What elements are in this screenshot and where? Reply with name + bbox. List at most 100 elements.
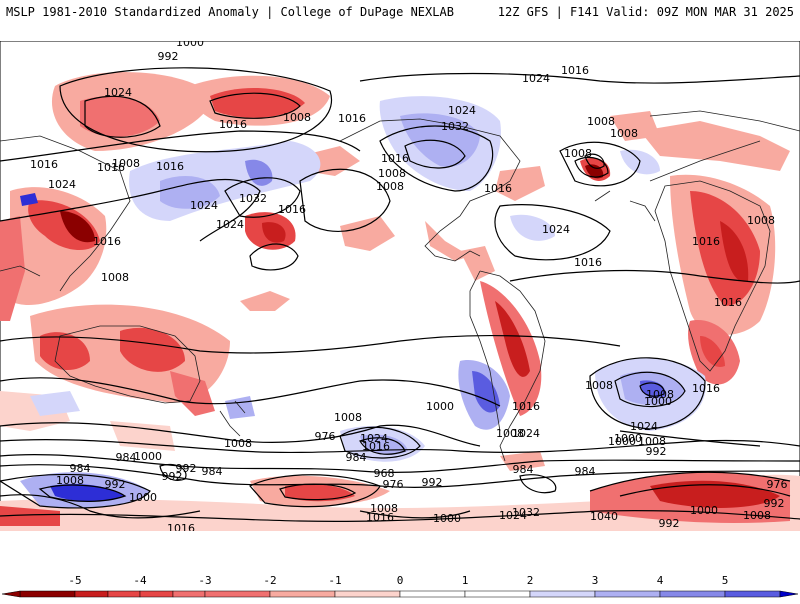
colorbar-cells <box>1 590 799 598</box>
colorbar-cell <box>594 590 661 598</box>
isobar-label: 1024 <box>360 432 388 445</box>
isobar-label: 992 <box>105 478 126 491</box>
isobar-label: 984 <box>202 465 223 478</box>
colorbar-tick-label: -4 <box>133 574 147 587</box>
model-valid-time: 12Z GFS | F141 Valid: 09Z MON MAR 31 202… <box>497 5 794 19</box>
colorbar-tick-label: 2 <box>527 574 534 587</box>
colorbar-cell <box>269 590 336 598</box>
isobar-label: 1024 <box>542 223 570 236</box>
isobar-label: 1016 <box>219 118 247 131</box>
colorbar-cell <box>529 590 596 598</box>
isobar-label: 1008 <box>224 437 252 450</box>
anomaly-map: 1008100099210241016100810161024103210161… <box>0 41 800 531</box>
colorbar-cell <box>74 590 109 598</box>
isobar-label: 1008 <box>564 147 592 160</box>
isobar-label: 1008 <box>638 435 666 448</box>
isobar-label: 1008 <box>370 502 398 515</box>
colorbar-low-extend <box>1 590 21 598</box>
colorbar-cell <box>464 590 531 598</box>
isobar-label: 992 <box>659 517 680 530</box>
isobar-label: 1016 <box>692 382 720 395</box>
isobar-label: 992 <box>176 462 197 475</box>
isobar-label: 1000 <box>690 504 718 517</box>
isobar-label: 1000 <box>426 400 454 413</box>
map-title: MSLP 1981-2010 Standardized Anomaly | Co… <box>6 5 454 19</box>
isobar-label: 1016 <box>156 160 184 173</box>
isobar-label: 1000 <box>433 512 461 525</box>
isobar-label: 1024 <box>48 178 76 191</box>
isobar-label: 1016 <box>714 296 742 309</box>
isobar-label: 1016 <box>512 400 540 413</box>
isobar-label: 1016 <box>97 161 125 174</box>
isobar-label: 1008 <box>56 474 84 487</box>
isobar-label: 1000 <box>134 450 162 463</box>
colorbar-cell <box>399 590 466 598</box>
isobar-label: 1016 <box>167 522 195 531</box>
isobar-label: 968 <box>374 467 395 480</box>
isobar-label: 992 <box>422 476 443 489</box>
isobar-label: 1008 <box>496 427 524 440</box>
isobar-label: 1016 <box>561 64 589 77</box>
isobar-label: 1016 <box>366 511 394 524</box>
isobar-label: 992 <box>646 445 667 458</box>
isobar-label-layer: 1008100099210241016100810161024103210161… <box>30 41 788 531</box>
colorbar-cell <box>19 590 76 598</box>
isobar-label: 984 <box>513 463 534 476</box>
isobar-label: 992 <box>158 50 179 63</box>
isobar-label: 1040 <box>590 510 618 523</box>
isobar-label: 976 <box>767 478 788 491</box>
isobar-label: 1016 <box>484 182 512 195</box>
isobar-label: 1024 <box>512 427 540 440</box>
isobar-label: 1016 <box>30 158 58 171</box>
isobar-label: 1000 <box>644 395 672 408</box>
isobar-label: 1016 <box>338 112 366 125</box>
isobar-label: 984 <box>70 462 91 475</box>
isobar-label: 1000 <box>129 491 157 504</box>
isobar-label: 1016 <box>362 440 390 453</box>
isobar-label: 1016 <box>574 256 602 269</box>
isobar-label: 1024 <box>190 199 218 212</box>
isobar-label: 1008 <box>610 127 638 140</box>
isobar-label: 1016 <box>278 203 306 216</box>
isobar-label: 1024 <box>499 509 527 522</box>
isobar-label: 992 <box>162 470 183 483</box>
colorbar-tick-label: 1 <box>462 574 469 587</box>
isobar-label: 1008 <box>587 115 615 128</box>
isobar-label: 984 <box>346 451 367 464</box>
colorbar-tick-label: -5 <box>68 574 81 587</box>
isobar-label: 1016 <box>381 152 409 165</box>
isobar-label: 1008 <box>743 509 771 522</box>
isobar-label: 976 <box>315 430 336 443</box>
colorbar-cell <box>724 590 781 598</box>
isobar-label: 1024 <box>448 104 476 117</box>
colorbar-tick-label: 5 <box>722 574 729 587</box>
isobar-label: 976 <box>383 478 404 491</box>
colorbar-tick-labels: -5 -4 -3 -2 -1 0 1 2 3 4 5 <box>68 574 728 587</box>
isobar-label: 1008 <box>283 111 311 124</box>
isobar-label: 1008 <box>334 411 362 424</box>
negative-anomaly-shading <box>0 72 800 531</box>
colorbar: -5 -4 -3 -2 -1 0 1 2 3 4 5 <box>0 568 800 600</box>
colorbar-tick-label: 4 <box>657 574 664 587</box>
isobar-label: 1008 <box>112 157 140 170</box>
isobar-label: 1032 <box>441 120 469 133</box>
colorbar-high-extend <box>779 590 799 598</box>
colorbar-cell <box>139 590 174 598</box>
colorbar-tick-label: -3 <box>198 574 211 587</box>
isobar-label: 1032 <box>512 506 540 519</box>
isobar-label: 984 <box>116 451 137 464</box>
isobar-label: 1024 <box>630 420 658 433</box>
isobar-contours <box>0 67 800 522</box>
isobar-label: 1008 <box>585 379 613 392</box>
colorbar-cell <box>334 590 401 598</box>
colorbar-cell <box>172 590 206 598</box>
isobar-label: 1024 <box>104 86 132 99</box>
isobar-label: 1000 <box>176 41 204 49</box>
isobar-label: 1016 <box>93 235 121 248</box>
colorbar-cell <box>659 590 726 598</box>
colorbar-cell <box>107 590 141 598</box>
isobar-label: 1000 <box>614 432 642 445</box>
isobar-label: 1008 <box>747 214 775 227</box>
isobar-label: 1000 <box>608 435 636 448</box>
isobar-label: 1024 <box>216 218 244 231</box>
